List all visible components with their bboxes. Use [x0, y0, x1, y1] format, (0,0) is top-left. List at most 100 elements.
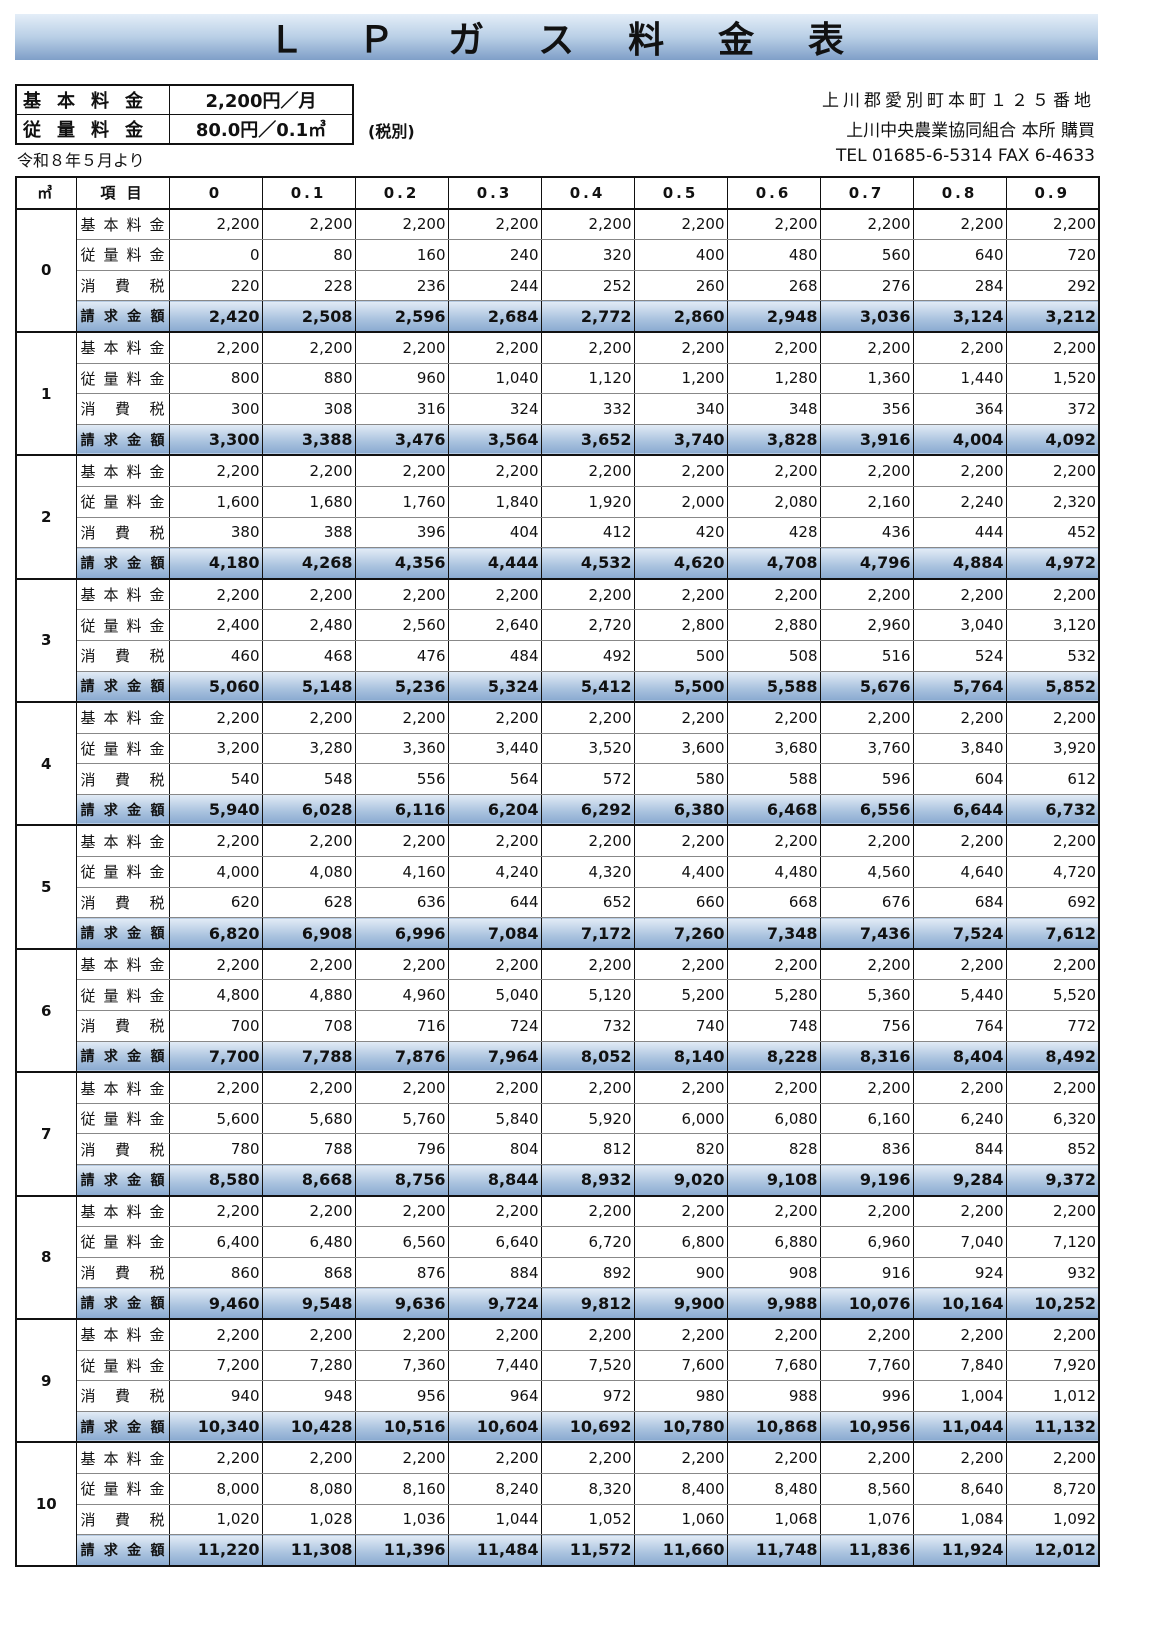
- price-cell: 9,196: [820, 1164, 914, 1197]
- price-cell: 1,028: [262, 1504, 356, 1536]
- price-cell: 2,200: [727, 1318, 821, 1351]
- price-cell: 2,200: [355, 455, 449, 487]
- price-cell: 2,200: [634, 1195, 728, 1228]
- price-cell: 2,200: [262, 1318, 356, 1351]
- price-cell: 892: [541, 1257, 635, 1289]
- price-cell: 2,000: [634, 486, 728, 518]
- row-label: 請求金額: [76, 424, 170, 457]
- price-cell: 2,200: [634, 702, 728, 734]
- price-cell: 468: [262, 640, 356, 672]
- price-cell: 7,360: [355, 1350, 449, 1382]
- price-cell: 2,200: [727, 948, 821, 981]
- volume-rate-value: 80.0円／0.1㎥: [169, 114, 354, 145]
- price-cell: 2,684: [448, 300, 542, 333]
- price-cell: 484: [448, 640, 542, 672]
- price-cell: 880: [262, 363, 356, 395]
- price-cell: 2,200: [634, 578, 728, 611]
- price-cell: 556: [355, 763, 449, 795]
- price-cell: 5,236: [355, 671, 449, 704]
- price-cell: 6,720: [541, 1226, 635, 1258]
- price-cell: 2,200: [1006, 331, 1100, 364]
- price-cell: 4,400: [634, 856, 728, 888]
- price-cell: 7,700: [169, 1041, 263, 1074]
- price-cell: 2,200: [913, 702, 1007, 734]
- price-cell: 5,600: [169, 1103, 263, 1135]
- price-cell: 6,400: [169, 1226, 263, 1258]
- price-cell: 4,800: [169, 979, 263, 1012]
- price-cell: 1,004: [913, 1380, 1007, 1412]
- base-fee-row: 8 基本料金 2,200 2,200 2,200 2,200 2,200 2,200 2,200…: [16, 1195, 1100, 1320]
- price-cell: 2,200: [913, 825, 1007, 858]
- price-cell: 3,360: [355, 733, 449, 765]
- price-cell: 596: [820, 763, 914, 795]
- price-cell: 4,268: [262, 547, 356, 580]
- price-cell: 2,200: [913, 208, 1007, 241]
- price-cell: 3,916: [820, 424, 914, 457]
- page-title: Ｌ Ｐ ガ ス 料 金 表: [268, 20, 845, 61]
- price-cell: 7,120: [1006, 1226, 1100, 1258]
- volume-fee-row: 従量料金 6,400 6,480 6,560 6,640 6,720 6,800 6,880 6…: [16, 1226, 1100, 1258]
- price-cell: 452: [1006, 517, 1100, 549]
- price-cell: 2,720: [541, 609, 635, 641]
- price-cell: 2,508: [262, 300, 356, 333]
- price-cell: 3,740: [634, 424, 728, 457]
- price-cell: 5,412: [541, 671, 635, 704]
- price-cell: 764: [913, 1010, 1007, 1042]
- price-cell: 716: [355, 1010, 449, 1042]
- row-label: 請求金額: [76, 671, 170, 704]
- price-cell: 2,200: [913, 1072, 1007, 1104]
- price-cell: 80: [262, 239, 356, 271]
- price-cell: 2,200: [820, 1318, 914, 1351]
- row-label: 消費税: [76, 1133, 170, 1165]
- price-cell: 2,200: [262, 455, 356, 487]
- price-cell: 4,180: [169, 547, 263, 580]
- price-cell: 2,200: [355, 948, 449, 981]
- price-cell: 8,932: [541, 1164, 635, 1197]
- tax-row: 消費税 1,020 1,028 1,036 1,044 1,052 1,060 1,068 1,…: [16, 1504, 1100, 1536]
- price-cell: 2,200: [541, 825, 635, 858]
- price-cell: 2,200: [262, 331, 356, 364]
- price-cell: 8,756: [355, 1164, 449, 1197]
- row-label: 請求金額: [76, 547, 170, 580]
- price-cell: 228: [262, 270, 356, 302]
- price-cell: 620: [169, 887, 263, 919]
- price-cell: 2,200: [262, 1195, 356, 1228]
- price-cell: 4,480: [727, 856, 821, 888]
- price-cell: 612: [1006, 763, 1100, 795]
- price-cell: 332: [541, 393, 635, 425]
- table-header-row: ㎥ 項 目 0 0.1 0.2 0.3 0.4 0.5 0.6 0.7 0.8 0.9: [16, 177, 1100, 210]
- price-cell: 2,200: [169, 1072, 263, 1104]
- total-row: 請求金額 2,420 2,508 2,596 2,684 2,772 2,860 2,948 3…: [16, 300, 1100, 333]
- price-cell: 2,200: [169, 331, 263, 364]
- price-cell: 9,724: [448, 1287, 542, 1320]
- price-cell: 812: [541, 1133, 635, 1165]
- price-cell: 11,748: [727, 1534, 821, 1567]
- row-label: 基本料金: [76, 825, 170, 858]
- price-cell: 4,620: [634, 547, 728, 580]
- price-cell: 2,200: [448, 1072, 542, 1104]
- volume-m3-cell: 7: [16, 1072, 77, 1197]
- price-cell: 2,200: [1006, 208, 1100, 241]
- price-cell: 2,160: [820, 486, 914, 518]
- base-fee-row: 3 基本料金 2,200 2,200 2,200 2,200 2,200 2,200 2,200…: [16, 578, 1100, 704]
- price-cell: 7,760: [820, 1350, 914, 1382]
- column-header: 0.3: [448, 177, 542, 210]
- price-cell: 572: [541, 763, 635, 795]
- price-cell: 2,200: [355, 702, 449, 734]
- volume-fee-row: 従量料金 8,000 8,080 8,160 8,240 8,320 8,400 8,480 8…: [16, 1473, 1100, 1505]
- price-cell: 804: [448, 1133, 542, 1165]
- price-cell: 8,400: [634, 1473, 728, 1505]
- price-cell: 2,200: [913, 331, 1007, 364]
- price-cell: 400: [634, 239, 728, 271]
- price-cell: 348: [727, 393, 821, 425]
- price-cell: 11,220: [169, 1534, 263, 1567]
- price-cell: 6,204: [448, 794, 542, 827]
- price-cell: 5,588: [727, 671, 821, 704]
- price-cell: 10,692: [541, 1411, 635, 1444]
- row-label: 基本料金: [76, 208, 170, 241]
- price-cell: 3,440: [448, 733, 542, 765]
- price-cell: 1,760: [355, 486, 449, 518]
- price-cell: 8,080: [262, 1473, 356, 1505]
- price-cell: 2,200: [727, 1195, 821, 1228]
- price-cell: 2,200: [634, 455, 728, 487]
